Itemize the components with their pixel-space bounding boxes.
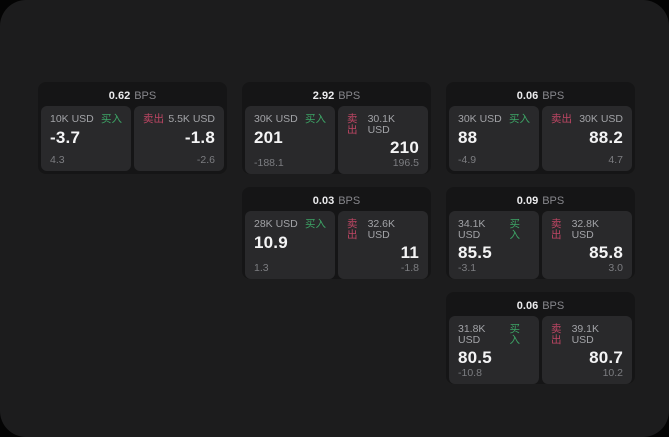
buy-delta: -4.9 [458,153,477,166]
sell-delta: 3.0 [608,261,623,274]
sell-delta: 4.7 [608,153,623,166]
bps-value: 0.06 [516,299,539,312]
sell-pane[interactable]: 卖出 39.1K USD 80.7 10.2 [542,316,632,385]
bps-value: 0.62 [108,89,131,102]
sell-pane[interactable]: 卖出 30K USD 88.2 4.7 [542,106,632,171]
sell-price: 210 [390,138,419,157]
buy-pane[interactable]: 30K USD 买入 201 -188.1 [245,106,335,175]
buy-price: 85.5 [458,243,492,262]
buy-delta: -10.8 [458,366,482,379]
quote-card: 0.62 BPS 10K USD 买入 -3.7 4.3 卖出 5.5K USD [38,82,227,174]
quote-panes: 10K USD 买入 -3.7 4.3 卖出 5.5K USD -1.8 -2.… [41,106,224,171]
buy-pane[interactable]: 28K USD 买入 10.9 1.3 [245,211,335,280]
sell-size: 32.6K USD [367,218,396,241]
bps-header: 0.06 BPS [449,295,632,314]
buy-price: -3.7 [50,127,81,147]
quote-grid: 0.62 BPS 10K USD 买入 -3.7 4.3 卖出 5.5K USD [38,82,635,385]
sell-label: 卖出 [143,113,164,125]
bps-value: 0.03 [312,194,335,207]
buy-size: 10K USD [50,113,94,125]
sell-label: 卖出 [551,218,562,241]
sell-price: 85.8 [589,243,623,262]
bps-unit: BPS [134,89,157,102]
bps-header: 0.09 BPS [449,190,632,209]
bps-unit: BPS [542,89,565,102]
buy-delta: 1.3 [254,261,269,274]
sell-pane[interactable]: 卖出 32.8K USD 85.8 3.0 [542,211,632,280]
sell-size: 30.1K USD [367,113,396,136]
quote-panes: 30K USD 买入 88 -4.9 卖出 30K USD 88.2 4.7 [449,106,632,171]
sell-price: 88.2 [589,127,623,147]
sell-price: -1.8 [184,127,215,147]
buy-price: 88 [458,127,478,147]
buy-size: 31.8K USD [458,323,486,346]
quote-card: 0.03 BPS 28K USD 买入 10.9 1.3 卖出 32.6K US… [242,187,431,280]
buy-price: 80.5 [458,348,492,367]
bps-header: 2.92 BPS [245,85,428,104]
bps-value: 0.09 [516,194,539,207]
sell-size: 32.8K USD [571,218,600,241]
buy-pane[interactable]: 30K USD 买入 88 -4.9 [449,106,539,171]
bps-header: 0.62 BPS [41,85,224,104]
quote-card: 0.06 BPS 31.8K USD 买入 80.5 -10.8 卖出 39.1… [446,292,635,385]
buy-label: 买入 [509,323,520,346]
sell-price: 11 [400,243,419,262]
bps-value: 2.92 [312,89,335,102]
sell-pane[interactable]: 卖出 32.6K USD 11 -1.8 [338,211,428,280]
buy-label: 买入 [509,218,520,241]
bps-unit: BPS [542,299,565,312]
buy-size: 30K USD [458,113,502,125]
buy-label: 买入 [305,113,326,125]
sell-delta: -1.8 [400,261,419,274]
buy-pane[interactable]: 31.8K USD 买入 80.5 -10.8 [449,316,539,385]
buy-size: 30K USD [254,113,298,125]
buy-delta: 4.3 [50,153,65,166]
quote-panes: 28K USD 买入 10.9 1.3 卖出 32.6K USD 11 -1.8 [245,211,428,280]
sell-size: 39.1K USD [571,323,600,346]
sell-delta: 10.2 [602,366,623,379]
quote-card: 2.92 BPS 30K USD 买入 201 -188.1 卖出 30.1K … [242,82,431,175]
buy-price: 10.9 [254,232,288,252]
bps-unit: BPS [338,89,361,102]
sell-pane[interactable]: 卖出 5.5K USD -1.8 -2.6 [134,106,224,171]
sell-size: 30K USD [579,113,623,125]
bps-unit: BPS [542,194,565,207]
bps-header: 0.06 BPS [449,85,632,104]
sell-price: 80.7 [589,348,623,367]
sell-label: 卖出 [347,218,358,241]
sell-label: 卖出 [551,113,572,125]
sell-label: 卖出 [551,323,562,346]
quote-panes: 31.8K USD 买入 80.5 -10.8 卖出 39.1K USD 80.… [449,316,632,385]
bps-header: 0.03 BPS [245,190,428,209]
buy-price: 201 [254,127,283,147]
quote-panes: 34.1K USD 买入 85.5 -3.1 卖出 32.8K USD 85.8… [449,211,632,280]
sell-delta: -2.6 [196,153,215,166]
quote-panes: 30K USD 买入 201 -188.1 卖出 30.1K USD 210 1… [245,106,428,175]
buy-pane[interactable]: 10K USD 买入 -3.7 4.3 [41,106,131,171]
buy-delta: -188.1 [254,156,284,169]
quote-card: 0.06 BPS 30K USD 买入 88 -4.9 卖出 30K USD [446,82,635,174]
buy-pane[interactable]: 34.1K USD 买入 85.5 -3.1 [449,211,539,280]
buy-label: 买入 [305,218,326,230]
bps-unit: BPS [338,194,361,207]
buy-label: 买入 [101,113,122,125]
bps-value: 0.06 [516,89,539,102]
buy-size: 28K USD [254,218,298,230]
sell-delta: 196.5 [392,156,419,169]
sell-size: 5.5K USD [168,113,215,125]
sell-label: 卖出 [347,113,358,136]
sell-pane[interactable]: 卖出 30.1K USD 210 196.5 [338,106,428,175]
buy-delta: -3.1 [458,261,477,274]
quote-card: 0.09 BPS 34.1K USD 买入 85.5 -3.1 卖出 32.8K… [446,187,635,280]
buy-size: 34.1K USD [458,218,486,241]
buy-label: 买入 [509,113,530,125]
